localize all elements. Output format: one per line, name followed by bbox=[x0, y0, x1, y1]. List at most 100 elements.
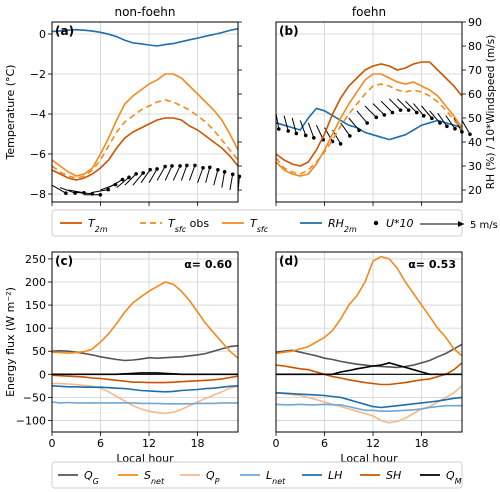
wind-arrow bbox=[229, 174, 234, 191]
x-tick-label: 18 bbox=[191, 437, 205, 450]
panel-title: non-foehn bbox=[114, 5, 175, 19]
wind-arrow bbox=[307, 122, 315, 139]
series-line-qm bbox=[276, 361, 462, 376]
series-line-tsfc-obs bbox=[51, 99, 239, 179]
wind-arrow bbox=[59, 187, 76, 194]
y-tick-label: −8 bbox=[30, 188, 46, 201]
legend-label: Tsfc bbox=[250, 217, 269, 234]
wind-point bbox=[398, 108, 403, 112]
wind-point bbox=[348, 134, 352, 138]
wind-point bbox=[216, 167, 220, 172]
scale-arrow-label: 5 m/s bbox=[470, 220, 498, 231]
right-tick-label: 70 bbox=[468, 64, 482, 77]
wind-arrow bbox=[164, 165, 173, 181]
wind-point bbox=[193, 163, 197, 168]
right-tick-label: 40 bbox=[468, 136, 482, 149]
wind-point bbox=[382, 113, 387, 117]
legend-label: QP bbox=[206, 469, 220, 486]
y-tick-label: 200 bbox=[25, 276, 46, 289]
wind-point bbox=[134, 172, 138, 176]
plot-frame bbox=[51, 251, 239, 433]
wind-arrow bbox=[413, 103, 425, 117]
wind-arrow bbox=[283, 115, 289, 132]
series-line-qp bbox=[275, 385, 463, 424]
x-tick-label: 0 bbox=[273, 437, 280, 450]
wind-point bbox=[312, 136, 316, 140]
legend-marker-wind bbox=[373, 220, 379, 226]
series-line-qg bbox=[51, 344, 239, 362]
wind-point bbox=[98, 193, 103, 197]
wind-point bbox=[468, 132, 472, 137]
wind-point bbox=[170, 164, 174, 168]
y-tick-label: −6 bbox=[30, 148, 46, 161]
panel-label: (b) bbox=[279, 24, 299, 38]
plot-frame bbox=[275, 251, 463, 433]
wind-point bbox=[178, 164, 182, 168]
wind-arrow bbox=[140, 169, 151, 184]
wind-point bbox=[294, 131, 299, 136]
series-line-lh bbox=[51, 385, 239, 393]
wind-point bbox=[141, 171, 145, 175]
wind-point bbox=[390, 110, 395, 115]
series-line-tsfc bbox=[275, 73, 463, 177]
series-line-qm bbox=[52, 372, 238, 376]
legend-label: SH bbox=[386, 469, 401, 482]
wind-arrow bbox=[437, 112, 448, 127]
series-line-rh bbox=[51, 27, 239, 47]
plot-frame bbox=[51, 21, 239, 203]
series-line-snet bbox=[275, 255, 463, 357]
series-line-qg bbox=[275, 343, 463, 369]
wind-arrow bbox=[291, 117, 297, 134]
wind-point bbox=[453, 126, 457, 131]
series-line-tsfc bbox=[51, 73, 239, 177]
legend-label: Lnet bbox=[266, 469, 286, 486]
wind-point bbox=[357, 128, 361, 133]
wind-point bbox=[207, 165, 212, 170]
wind-arrow bbox=[461, 120, 471, 135]
y-tick-label: 50 bbox=[32, 345, 46, 358]
wind-arrow bbox=[396, 98, 409, 111]
wind-arrow bbox=[380, 100, 393, 113]
right-tick-label: 30 bbox=[468, 160, 482, 173]
wind-point bbox=[73, 191, 77, 195]
wind-arrow bbox=[405, 100, 418, 113]
wind-point bbox=[106, 187, 110, 192]
wind-point bbox=[445, 124, 449, 129]
wind-point bbox=[286, 129, 291, 133]
right-tick-label: 90 bbox=[468, 16, 482, 29]
wind-arrow bbox=[116, 176, 130, 188]
wind-point bbox=[120, 177, 125, 182]
wind-point bbox=[201, 165, 205, 170]
legend-label: T2m bbox=[88, 217, 108, 234]
wind-arrow bbox=[221, 171, 226, 188]
wind-arrow bbox=[213, 169, 219, 186]
wind-arrow bbox=[388, 98, 401, 111]
wind-arrow bbox=[364, 105, 377, 118]
albedo-annotation: α= 0.60 bbox=[184, 258, 232, 271]
series-line-lnet bbox=[275, 403, 462, 413]
wind-arrow bbox=[132, 172, 144, 186]
y-tick-label: −50 bbox=[23, 391, 46, 404]
wind-arrow bbox=[180, 165, 188, 181]
y-tick-label: −2 bbox=[30, 68, 46, 81]
wind-arrow bbox=[421, 105, 433, 119]
wind-point bbox=[230, 172, 235, 177]
wind-arrow bbox=[453, 117, 463, 133]
wind-point bbox=[303, 133, 308, 138]
panel-label: (a) bbox=[55, 24, 74, 38]
wind-point bbox=[406, 108, 411, 112]
legend-label: RH2m bbox=[328, 217, 357, 234]
wind-point bbox=[338, 142, 343, 146]
x-tick-label: 6 bbox=[97, 437, 104, 450]
wind-arrow bbox=[68, 189, 85, 194]
right-tick-label: 50 bbox=[468, 112, 482, 125]
series-line-lnet bbox=[51, 401, 238, 405]
wind-point bbox=[64, 191, 68, 195]
wind-point bbox=[185, 163, 189, 168]
wind-point bbox=[421, 114, 426, 118]
series-line-snet bbox=[51, 281, 239, 359]
wind-point bbox=[414, 110, 419, 115]
